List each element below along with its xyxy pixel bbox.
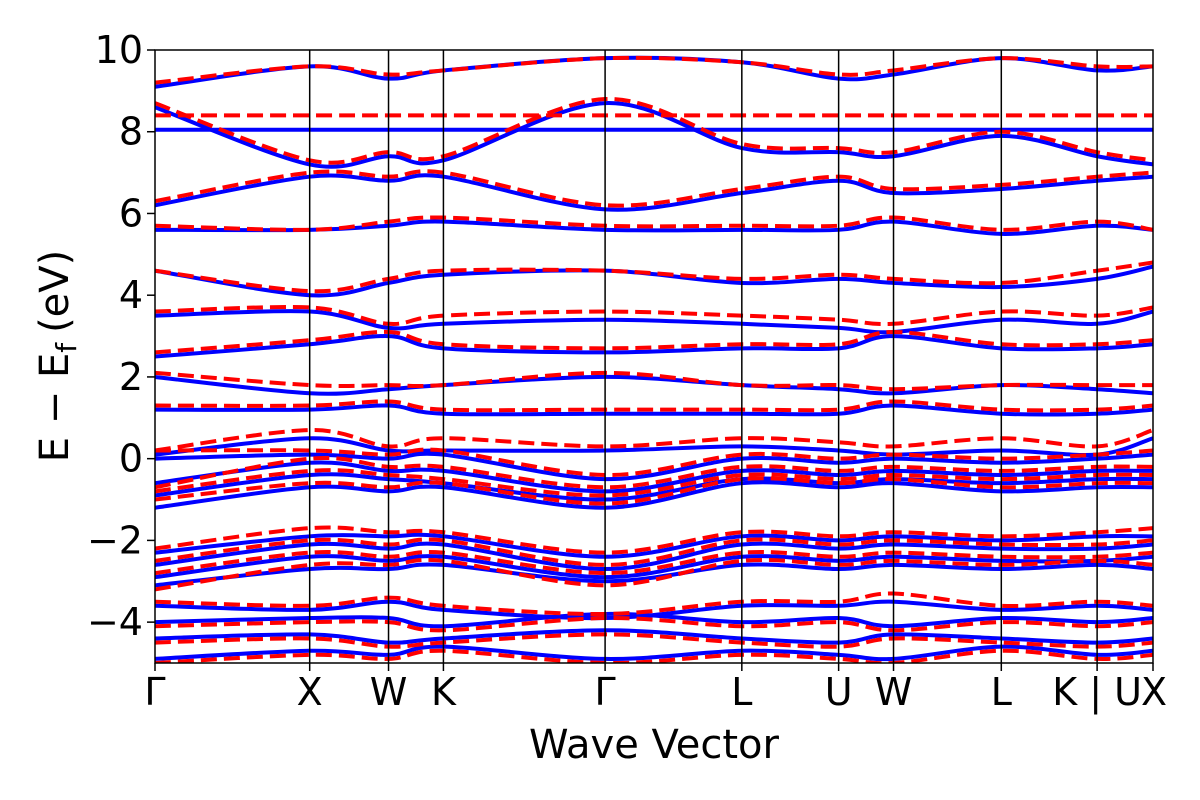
x-tick-label: W bbox=[370, 670, 408, 714]
dashed-band-line-0 bbox=[155, 648, 1153, 663]
y-axis-label-main: E − E bbox=[32, 353, 78, 463]
solid-band-line-16 bbox=[155, 309, 1153, 335]
solid-band-line-19 bbox=[155, 173, 1153, 212]
solid-band-line-1 bbox=[155, 628, 1153, 645]
solid-band-line-11 bbox=[155, 451, 1153, 482]
y-axis-label: E − Ef (eV) bbox=[32, 250, 83, 463]
y-tick-label: 4 bbox=[119, 273, 143, 317]
dashed-band-line-6 bbox=[155, 537, 1153, 567]
dashed-band-line-2 bbox=[155, 616, 1153, 633]
bands-layer bbox=[155, 55, 1153, 663]
x-tick-label: K | U bbox=[1052, 670, 1142, 715]
solid-band-line-12 bbox=[155, 436, 1153, 457]
solid-band-line-3 bbox=[155, 599, 1153, 621]
kpath-lines bbox=[308, 50, 1098, 663]
solid-band-line-15 bbox=[155, 334, 1153, 359]
dashed-band-line-16 bbox=[155, 305, 1153, 327]
dashed-band-line-12 bbox=[155, 428, 1153, 453]
x-tick-label: U bbox=[825, 670, 853, 714]
dashed-band-line-22 bbox=[155, 55, 1153, 85]
dashed-band-line-19 bbox=[155, 169, 1153, 208]
solid-band-line-6 bbox=[155, 541, 1153, 572]
dashed-band-line-11 bbox=[155, 447, 1153, 478]
solid-band-line-5 bbox=[155, 554, 1153, 580]
solid-band-line-13 bbox=[155, 403, 1153, 417]
dashed-band-line-10 bbox=[155, 456, 1153, 490]
y-tick-label: 2 bbox=[119, 355, 143, 399]
dashed-band-line-15 bbox=[155, 329, 1153, 355]
solid-band-line-0 bbox=[155, 644, 1153, 662]
x-tick-label: W bbox=[875, 670, 913, 714]
x-tick-label: L bbox=[991, 670, 1012, 714]
y-tick-label: 8 bbox=[119, 110, 143, 154]
dashed-band-line-14 bbox=[155, 370, 1153, 392]
dashed-band-line-4 bbox=[155, 557, 1153, 592]
solid-band-line-10 bbox=[155, 460, 1153, 494]
solid-band-line-7 bbox=[155, 532, 1153, 559]
y-tick-label: 10 bbox=[95, 28, 143, 72]
y-axis: −4 −2 0 2 4 6 8 10 bbox=[87, 28, 155, 644]
x-tick-label: X bbox=[1141, 670, 1167, 714]
y-axis-label-unit: (eV) bbox=[32, 250, 78, 333]
y-tick-label: −4 bbox=[87, 600, 143, 644]
x-tick-label: Γ bbox=[595, 670, 616, 714]
dashed-band-line-13 bbox=[155, 399, 1153, 413]
solid-band-line-17 bbox=[155, 264, 1153, 298]
x-tick-label: K bbox=[431, 670, 457, 714]
dashed-band-line-1 bbox=[155, 632, 1153, 649]
x-tick-label: Γ bbox=[144, 670, 165, 714]
y-axis-label-subscript: f bbox=[50, 342, 83, 353]
dashed-band-line-8 bbox=[155, 476, 1153, 506]
dashed-band-line-18 bbox=[155, 215, 1153, 232]
y-tick-label: −2 bbox=[87, 518, 143, 562]
x-tick-label: X bbox=[297, 670, 323, 714]
x-tick-label: L bbox=[731, 670, 752, 714]
y-tick-label: 6 bbox=[119, 191, 143, 235]
x-axis-label: Wave Vector bbox=[529, 722, 780, 768]
y-tick-label: 0 bbox=[119, 437, 143, 481]
solid-band-line-2 bbox=[155, 611, 1153, 629]
dashed-band-line-3 bbox=[155, 591, 1153, 617]
dashed-band-line-17 bbox=[155, 260, 1153, 294]
plot-frame bbox=[154, 49, 1154, 664]
dashed-band-line-7 bbox=[155, 525, 1153, 555]
solid-band-line-8 bbox=[155, 480, 1153, 510]
dashed-band-line-9 bbox=[155, 468, 1153, 498]
dashed-band-line-5 bbox=[155, 550, 1153, 576]
